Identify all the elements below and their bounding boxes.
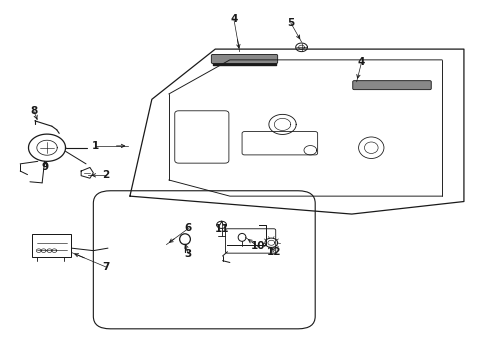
Bar xyxy=(32,234,71,257)
Text: 7: 7 xyxy=(102,262,109,272)
Text: 5: 5 xyxy=(286,18,294,28)
Text: 10: 10 xyxy=(250,241,264,251)
Text: 11: 11 xyxy=(214,225,228,234)
Text: 12: 12 xyxy=(266,247,281,257)
Text: 1: 1 xyxy=(92,141,99,151)
Text: 4: 4 xyxy=(357,57,365,67)
FancyBboxPatch shape xyxy=(352,81,430,90)
Text: 2: 2 xyxy=(102,170,109,180)
Text: 4: 4 xyxy=(230,14,237,24)
Text: 8: 8 xyxy=(30,106,38,116)
FancyBboxPatch shape xyxy=(211,54,277,63)
Text: 3: 3 xyxy=(184,248,192,258)
Text: 6: 6 xyxy=(184,224,192,233)
Text: 9: 9 xyxy=(42,162,49,172)
